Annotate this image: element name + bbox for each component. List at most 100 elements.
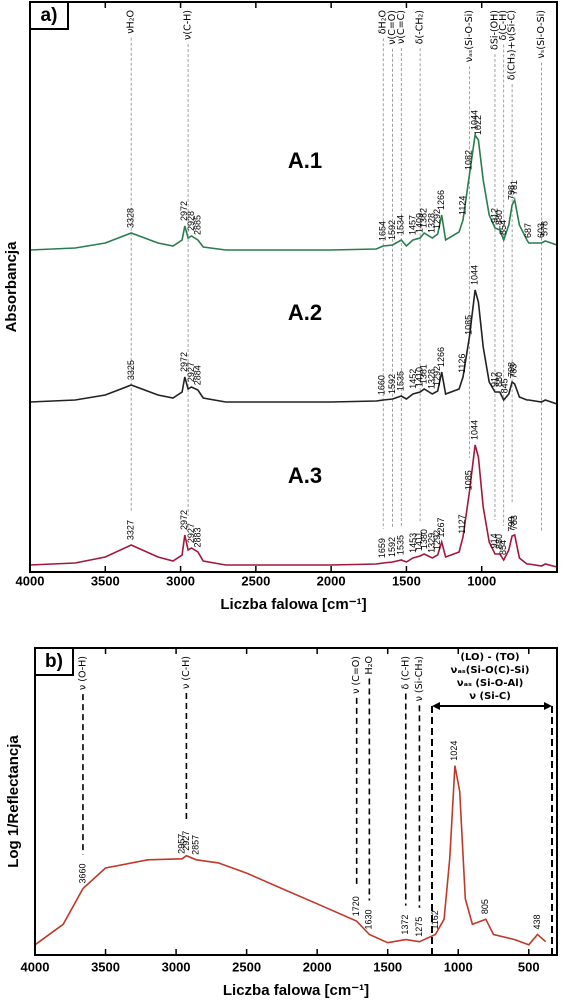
x-axis-title: Liczba falowa [cm⁻¹] bbox=[220, 596, 366, 613]
peak-label: 912 bbox=[489, 372, 499, 387]
band-assignment: δ(C-H) bbox=[498, 10, 509, 40]
peak-label: 1660 bbox=[377, 375, 387, 395]
peak-label: 1372 bbox=[400, 915, 410, 935]
x-tick-label: 4000 bbox=[21, 959, 50, 974]
peak-label: 2884 bbox=[192, 365, 202, 385]
peak-label: 1535 bbox=[396, 371, 406, 391]
x-tick-label: 2000 bbox=[303, 959, 332, 974]
peak-label: 798 bbox=[507, 185, 517, 200]
peak-label: 603 bbox=[536, 223, 546, 238]
x-tick-label: 3500 bbox=[91, 573, 120, 588]
band-assignment: δSi-(OH) bbox=[489, 10, 500, 50]
x-tick-label: 4000 bbox=[16, 573, 45, 588]
series-label: A.3 bbox=[288, 463, 322, 488]
peak-label: 880 bbox=[494, 534, 504, 549]
band-assignment: δ(CH₃)+ν(Si-C) bbox=[507, 10, 518, 80]
x-tick-label: 3500 bbox=[91, 959, 120, 974]
peak-label: 1328 bbox=[427, 369, 437, 389]
peak-label: 798 bbox=[507, 362, 517, 377]
peak-label: 781 bbox=[509, 180, 519, 195]
peak-label: 1292 bbox=[432, 366, 442, 386]
peak-label: 1453 bbox=[408, 533, 418, 553]
x-tick-label: 500 bbox=[518, 959, 540, 974]
peak-label: 854 bbox=[498, 220, 508, 235]
spectrum-line bbox=[29, 132, 558, 251]
series-label: A.2 bbox=[288, 300, 322, 325]
peak-label: 1592 bbox=[387, 220, 397, 240]
band-box-label: νₐₛ (Si-O-Al) bbox=[457, 678, 524, 689]
x-tick-label: 1000 bbox=[467, 573, 496, 588]
peak-label: 2972 bbox=[179, 352, 189, 372]
x-tick-label: 3000 bbox=[166, 573, 195, 588]
peak-label: 1535 bbox=[396, 535, 406, 555]
peak-label: 1044 bbox=[469, 420, 479, 440]
peak-label: 1292 bbox=[432, 530, 442, 550]
peak-label: 805 bbox=[480, 899, 490, 914]
peak-label: 2972 bbox=[179, 201, 189, 221]
peak-label: 912 bbox=[489, 208, 499, 223]
peak-label: 1082 bbox=[464, 150, 474, 170]
peak-label: 2928 bbox=[186, 211, 196, 231]
spectrum-line bbox=[34, 765, 547, 946]
peak-label: 1380 bbox=[419, 529, 429, 549]
band-box-label: ν (Si-C) bbox=[469, 691, 511, 702]
x-tick-label: 2500 bbox=[232, 959, 261, 974]
peak-label: 783 bbox=[509, 364, 519, 379]
peak-label: 1267 bbox=[436, 517, 446, 537]
peak-label: 1630 bbox=[364, 910, 374, 930]
y-axis-title: Log 1/Reflectancja bbox=[5, 735, 22, 868]
x-tick-label: 2500 bbox=[241, 573, 270, 588]
peak-label: 2885 bbox=[192, 215, 202, 235]
peak-label: 1409 bbox=[415, 213, 425, 233]
panel-label: a) bbox=[41, 5, 58, 26]
band-assignment: H₂O bbox=[364, 656, 375, 674]
band-assignment: νₐₛ(Si-O-Si) bbox=[464, 10, 475, 62]
band-assignment: δH₂O bbox=[378, 10, 389, 34]
peak-label: 1328 bbox=[427, 213, 437, 233]
peak-label: 1382 bbox=[419, 208, 429, 228]
peak-label: 1410 bbox=[414, 367, 424, 387]
peak-label: 2883 bbox=[193, 527, 203, 547]
panel-label-box bbox=[34, 647, 74, 676]
band-assignment: ν (Si-CH₃) bbox=[414, 656, 425, 701]
peak-label: 3660 bbox=[77, 863, 87, 883]
peak-label: 1044 bbox=[469, 265, 479, 285]
peak-label: 2927 bbox=[181, 831, 191, 851]
spectrum-line bbox=[29, 444, 558, 568]
peak-label: 438 bbox=[532, 915, 542, 930]
peak-label: 1266 bbox=[436, 190, 446, 210]
peak-label: 2972 bbox=[179, 510, 189, 530]
plot-frame bbox=[29, 1, 558, 573]
peak-label: 799 bbox=[506, 517, 516, 532]
band-assignment: νₛ(Si-O-Si) bbox=[536, 10, 547, 58]
band-assignment: ν(C=O) bbox=[387, 10, 398, 45]
peak-label: 578 bbox=[540, 221, 550, 236]
x-tick-label: 1500 bbox=[392, 573, 421, 588]
peak-label: 1126 bbox=[457, 354, 467, 373]
band-assignment: ν(C=C) bbox=[396, 10, 407, 44]
peak-label: 2927 bbox=[186, 362, 196, 382]
x-tick-label: 1000 bbox=[444, 959, 473, 974]
plot-frame bbox=[34, 647, 558, 956]
peak-label: 1381 bbox=[419, 364, 429, 384]
peak-label: 1024 bbox=[449, 741, 459, 761]
band-assignment: δ(-CH₂) bbox=[415, 10, 426, 44]
peak-label: 1452 bbox=[408, 369, 418, 389]
peak-label: 1411 bbox=[414, 532, 424, 551]
peak-label: 2957 bbox=[177, 834, 187, 854]
peak-label: 3327 bbox=[126, 520, 136, 540]
band-assignment: ν (O-H) bbox=[77, 656, 88, 690]
band-box-label: (LO) - (TO) bbox=[460, 652, 519, 663]
peak-label: 1654 bbox=[378, 221, 388, 241]
peak-label: 854 bbox=[498, 540, 508, 555]
peak-label: 3328 bbox=[126, 208, 136, 228]
x-tick-label: 3000 bbox=[162, 959, 191, 974]
peak-label: 1266 bbox=[436, 347, 446, 367]
peak-label: 1124 bbox=[457, 196, 467, 215]
peak-label: 1592 bbox=[387, 374, 397, 394]
peak-label: 1022 bbox=[473, 115, 483, 135]
peak-label: 1127 bbox=[457, 514, 467, 533]
band-assignment: ν(C-H) bbox=[183, 10, 194, 40]
band-assignment: νH₂O bbox=[126, 10, 137, 34]
